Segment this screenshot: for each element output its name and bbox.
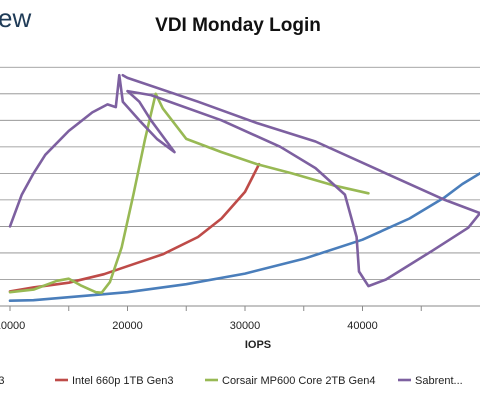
gridlines	[0, 66, 480, 280]
chart-title: VDI Monday Login	[155, 15, 321, 36]
x-axis-title: IOPS	[245, 339, 271, 351]
legend: ...en3 Intel 660p 1TB Gen3 Corsair MP600 C…	[0, 375, 463, 387]
legend-label: Intel 660p 1TB Gen3	[72, 375, 174, 387]
series-line-4	[8, 73, 480, 288]
x-tick-label: 40000	[347, 320, 378, 332]
x-tick-labels: 10000 20000 30000 40000	[0, 320, 378, 332]
axes	[0, 305, 480, 311]
x-tick-label: 10000	[0, 320, 25, 332]
series-line-3	[8, 92, 370, 295]
series-line-1	[8, 172, 480, 303]
legend-label: ...en3	[0, 375, 5, 387]
x-tick-label: 20000	[112, 320, 143, 332]
x-tick-label: 30000	[230, 320, 261, 332]
legend-label: Sabrent...	[415, 375, 463, 387]
brand-logo-fragment: ew	[0, 3, 31, 33]
series-line-2	[8, 162, 261, 293]
series-lines	[8, 73, 480, 303]
legend-label: Corsair MP600 Core 2TB Gen4	[222, 375, 375, 387]
